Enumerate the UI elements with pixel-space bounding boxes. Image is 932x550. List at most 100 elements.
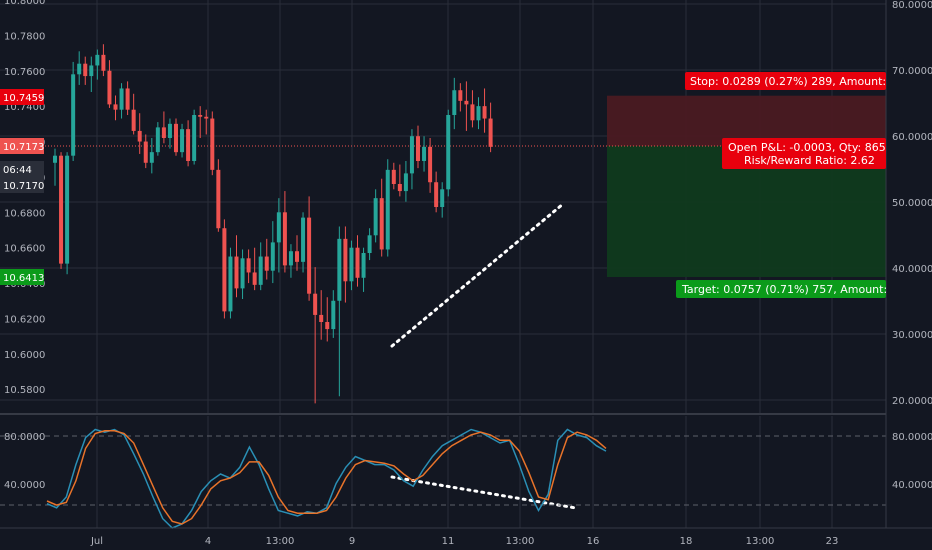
candle-body bbox=[434, 182, 439, 207]
target-price-tag-bg bbox=[0, 269, 44, 285]
candle-body bbox=[428, 146, 433, 183]
candle-body bbox=[482, 106, 487, 119]
candle-body bbox=[137, 130, 142, 142]
candle-body bbox=[174, 123, 178, 153]
candle-body bbox=[470, 104, 475, 121]
stop-zone[interactable] bbox=[607, 95, 886, 146]
time-axis-label: 13:00 bbox=[266, 536, 295, 547]
target-label: Target: 0.0757 (0.71%) 757, Amount: bbox=[681, 283, 887, 296]
candle-body bbox=[270, 242, 275, 271]
candle-body bbox=[234, 256, 239, 289]
candle-body bbox=[361, 253, 366, 278]
candle-body bbox=[416, 136, 420, 161]
candle-body bbox=[403, 173, 408, 192]
price-tick-label: 10.7800 bbox=[4, 31, 45, 42]
candle-body bbox=[397, 184, 402, 192]
stoch-k-line bbox=[46, 428, 607, 529]
right-axis-tick-label: 40.0000 bbox=[892, 264, 932, 275]
right-axis-tick-label: 20.0000 bbox=[892, 396, 932, 407]
candle-body bbox=[204, 116, 209, 119]
price-tick-label: 10.7400 bbox=[4, 102, 45, 113]
candle-body bbox=[446, 115, 451, 190]
time-axis-label: Jul bbox=[90, 536, 103, 547]
open-pl-label-box[interactable] bbox=[722, 138, 886, 169]
candle-body bbox=[319, 314, 324, 322]
candle-body bbox=[264, 256, 269, 271]
candle-body bbox=[313, 293, 318, 315]
candle-body bbox=[385, 169, 390, 250]
candle-body bbox=[464, 100, 469, 105]
candle-body bbox=[228, 256, 233, 312]
stoch-left-tick-label: 80.0000 bbox=[4, 432, 45, 443]
time-axis-label: 4 bbox=[205, 536, 211, 547]
candle-body bbox=[240, 258, 245, 289]
price-tick-label: 10.6000 bbox=[4, 350, 45, 361]
time-axis-label: 11 bbox=[442, 536, 455, 547]
right-axis-tick-label: 30.0000 bbox=[892, 330, 932, 341]
candle-body bbox=[77, 63, 82, 75]
price-tick-label: 10.6600 bbox=[4, 244, 45, 255]
candle-body bbox=[258, 256, 263, 285]
candle-body bbox=[458, 90, 463, 101]
trendline-overlays[interactable] bbox=[390, 202, 578, 510]
candle-body bbox=[325, 322, 330, 330]
grid-lines bbox=[0, 0, 886, 528]
stochastic-panel bbox=[0, 428, 886, 529]
entry-price-tag-bg bbox=[0, 177, 44, 193]
candle-body bbox=[440, 189, 445, 207]
candle-body bbox=[186, 129, 191, 161]
candle-body bbox=[349, 247, 354, 282]
candle-body bbox=[307, 217, 312, 294]
candle-body bbox=[65, 155, 70, 264]
candle-body bbox=[161, 127, 166, 138]
candle-body bbox=[113, 104, 118, 110]
candle-body bbox=[373, 198, 378, 236]
candle-body bbox=[337, 238, 342, 301]
time-axis-label: 13:00 bbox=[506, 536, 535, 547]
stop-price-tag-bg bbox=[0, 89, 44, 105]
candle-body bbox=[422, 146, 427, 161]
time-axis-label: 9 bbox=[349, 536, 355, 547]
candle-body bbox=[131, 109, 136, 131]
candle-body bbox=[155, 127, 160, 153]
candle-body bbox=[379, 198, 384, 250]
candle-body bbox=[222, 228, 227, 312]
stochastic-trendline[interactable] bbox=[390, 475, 578, 510]
candle-body bbox=[167, 123, 172, 138]
candle-body bbox=[83, 63, 88, 77]
countdown-tag-bg bbox=[0, 161, 44, 177]
candle-body bbox=[119, 88, 124, 110]
target-label-box[interactable] bbox=[676, 280, 886, 298]
candle-body bbox=[89, 65, 94, 77]
current-price-tag: 10.7173 bbox=[3, 142, 44, 153]
price-tick-label: 10.5800 bbox=[4, 385, 45, 396]
time-axis-label: 18 bbox=[680, 536, 693, 547]
risk-reward-label: Risk/Reward Ratio: 2.62 bbox=[744, 154, 875, 167]
time-axis-label: 23 bbox=[826, 536, 839, 547]
candle-body bbox=[180, 129, 185, 153]
open-pl-label: Open P&L: -0.0003, Qty: 865 bbox=[728, 141, 886, 154]
price-trendline[interactable] bbox=[390, 202, 565, 348]
candle-body bbox=[452, 90, 457, 115]
countdown-tag: 06:44 bbox=[3, 165, 32, 176]
time-axis-label: 13:00 bbox=[746, 536, 775, 547]
candle-body bbox=[59, 155, 64, 264]
candle-body bbox=[276, 212, 281, 243]
stoch-left-tick-label: 40.0000 bbox=[4, 480, 45, 491]
stop-label: Stop: 0.0289 (0.27%) 289, Amount: bbox=[690, 75, 886, 88]
candle-body bbox=[343, 238, 348, 282]
entry-price-tag: 10.7170 bbox=[3, 181, 44, 192]
position-labels[interactable]: Stop: 0.0289 (0.27%) 289, Amount: Open P&… bbox=[676, 72, 887, 298]
candle-body bbox=[125, 88, 130, 110]
stop-label-box[interactable] bbox=[685, 72, 886, 90]
right-axis-tick-label: 60.0000 bbox=[892, 132, 932, 143]
candle-body bbox=[95, 54, 100, 66]
price-tick-label: 10.6200 bbox=[4, 314, 45, 325]
risk-reward-zones[interactable] bbox=[0, 95, 886, 277]
candle-body bbox=[295, 251, 299, 262]
candle-body bbox=[149, 152, 154, 163]
candle-body bbox=[101, 54, 106, 71]
candle-body bbox=[355, 247, 360, 278]
stoch-right-tick-label: 40.0000 bbox=[892, 480, 932, 491]
